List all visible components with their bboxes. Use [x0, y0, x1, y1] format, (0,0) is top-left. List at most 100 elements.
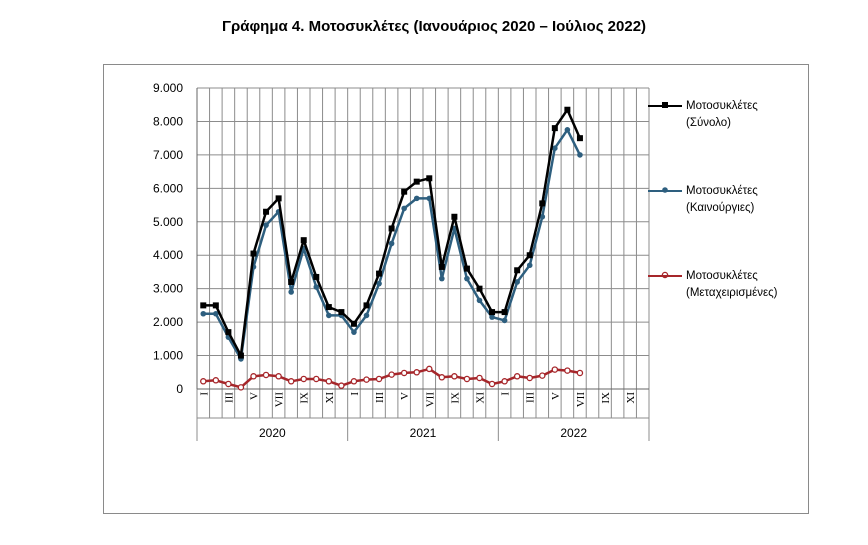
month-label: XI — [625, 392, 637, 404]
month-label: I — [349, 392, 361, 396]
data-point — [313, 375, 320, 383]
y-tick-label: 1.000 — [153, 349, 183, 363]
data-point — [325, 304, 332, 311]
data-point — [526, 374, 533, 382]
data-point — [401, 205, 407, 212]
data-point — [551, 366, 559, 373]
data-point — [212, 302, 219, 309]
data-point — [489, 314, 495, 320]
data-point — [363, 312, 370, 319]
y-tick-label: 8.000 — [153, 114, 183, 128]
data-point — [326, 312, 332, 319]
data-point — [464, 275, 470, 282]
data-point — [488, 380, 496, 388]
data-point — [463, 265, 470, 272]
data-point — [426, 175, 433, 182]
data-point — [225, 380, 232, 388]
data-point — [501, 378, 508, 385]
data-point — [388, 240, 395, 247]
data-point — [275, 373, 282, 380]
month-label: XI — [324, 392, 336, 404]
month-label: V — [399, 392, 411, 400]
data-point — [262, 371, 270, 379]
year-label: 2020 — [259, 426, 286, 440]
year-label: 2021 — [410, 426, 437, 440]
y-tick-label: 2.000 — [153, 315, 183, 329]
month-label: IX — [299, 392, 311, 404]
data-point — [539, 372, 546, 379]
data-point — [250, 250, 257, 257]
data-point — [451, 373, 458, 380]
data-point — [451, 213, 458, 220]
month-label: VII — [274, 392, 286, 408]
data-point — [438, 263, 445, 270]
data-point — [225, 329, 232, 336]
data-point — [564, 106, 571, 113]
y-tick-label: 0 — [176, 382, 183, 396]
data-point — [551, 125, 558, 132]
data-point — [275, 195, 282, 202]
data-point — [439, 275, 445, 282]
chart-frame — [103, 64, 809, 514]
y-tick-label: 6.000 — [153, 181, 183, 195]
data-point — [237, 384, 245, 391]
data-point — [350, 320, 357, 327]
data-point — [501, 309, 508, 316]
month-label: IX — [449, 392, 461, 404]
legend-label-new: Μοτοσυκλέτες (Καινούργιες) — [686, 185, 758, 214]
data-point — [200, 378, 207, 385]
data-point — [413, 178, 420, 185]
data-point — [526, 262, 533, 269]
y-tick-label: 4.000 — [153, 248, 183, 262]
y-tick-label: 5.000 — [153, 215, 183, 229]
data-point — [539, 200, 546, 207]
month-label: I — [500, 392, 512, 396]
chart-title: Γράφημα 4. Μοτοσυκλέτες (Ιανουάριος 2020… — [221, 18, 647, 35]
month-label: III — [223, 392, 235, 403]
data-point — [552, 145, 558, 151]
data-point — [300, 237, 307, 244]
data-point — [526, 252, 533, 259]
month-label: VII — [424, 392, 436, 408]
data-point — [363, 302, 370, 309]
legend-swatch-new — [648, 190, 682, 192]
y-tick-label: 3.000 — [153, 282, 183, 296]
data-point — [577, 152, 583, 158]
data-point — [401, 188, 408, 195]
data-point — [287, 378, 295, 385]
legend-swatch-total — [648, 105, 682, 107]
data-point — [213, 310, 219, 317]
data-point — [539, 213, 546, 220]
data-point — [263, 208, 270, 215]
data-point — [388, 371, 395, 378]
data-point — [338, 382, 345, 389]
data-point — [513, 373, 521, 380]
data-point — [564, 367, 571, 374]
data-point — [338, 309, 345, 316]
month-label: IX — [600, 392, 612, 404]
data-point — [313, 273, 320, 280]
data-point — [288, 289, 294, 295]
month-label: I — [198, 392, 210, 396]
data-point — [200, 310, 207, 317]
data-point — [250, 373, 257, 380]
data-point — [576, 369, 584, 377]
data-point — [351, 329, 357, 335]
data-point — [325, 378, 333, 385]
data-point — [200, 302, 207, 309]
data-point — [400, 369, 408, 377]
data-point — [388, 225, 395, 232]
data-point — [476, 285, 483, 292]
y-tick-label: 9.000 — [153, 81, 183, 95]
data-point — [350, 378, 358, 385]
data-point — [463, 375, 471, 383]
month-label: XI — [475, 392, 487, 404]
data-point — [212, 377, 220, 384]
month-label: III — [374, 392, 386, 403]
data-point — [300, 375, 307, 383]
month-label: V — [249, 392, 261, 400]
data-point — [237, 352, 244, 359]
data-point — [476, 374, 483, 382]
data-point — [438, 374, 446, 381]
data-point — [376, 280, 382, 287]
